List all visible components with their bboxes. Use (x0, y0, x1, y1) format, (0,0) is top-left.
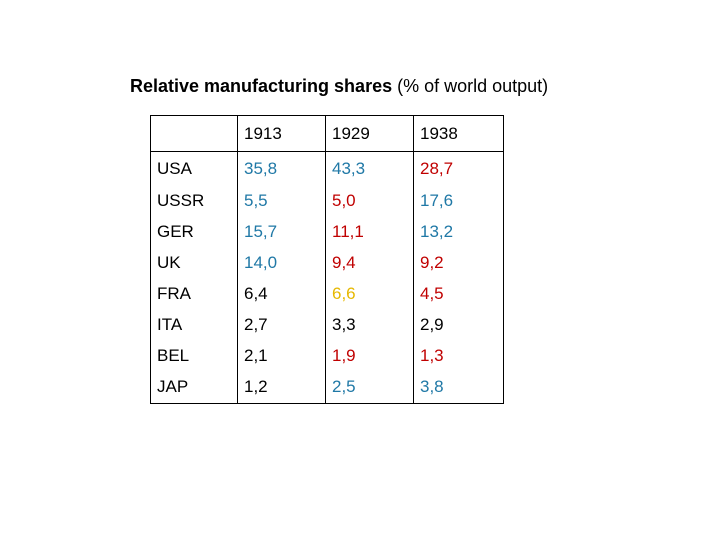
value-cell: 9,4 (325, 247, 414, 278)
value-cell: 15,7 (237, 216, 326, 247)
value-cell: 2,5 (325, 371, 414, 404)
value-cell: 13,2 (413, 216, 504, 247)
header-corner (150, 115, 238, 152)
table-row: BEL 2,1 1,9 1,3 (150, 340, 504, 371)
value-cell: 3,3 (325, 309, 414, 340)
table-row: GER 15,7 11,1 13,2 (150, 216, 504, 247)
country-label: USA (150, 151, 238, 185)
country-label: FRA (150, 278, 238, 309)
country-label: ITA (150, 309, 238, 340)
value-cell: 1,3 (413, 340, 504, 371)
table-row: JAP 1,2 2,5 3,8 (150, 371, 504, 404)
value-cell: 6,4 (237, 278, 326, 309)
value-cell: 1,9 (325, 340, 414, 371)
value-cell: 4,5 (413, 278, 504, 309)
table-row: UK 14,0 9,4 9,2 (150, 247, 504, 278)
value-cell: 2,1 (237, 340, 326, 371)
country-label: GER (150, 216, 238, 247)
value-cell: 43,3 (325, 151, 414, 185)
header-1938: 1938 (413, 115, 504, 152)
header-1929: 1929 (325, 115, 414, 152)
country-label: JAP (150, 371, 238, 404)
value-cell: 5,0 (325, 185, 414, 216)
table-row: USA 35,8 43,3 28,7 (150, 151, 504, 185)
value-cell: 3,8 (413, 371, 504, 404)
country-label: BEL (150, 340, 238, 371)
value-cell: 14,0 (237, 247, 326, 278)
table-row: FRA 6,4 6,6 4,5 (150, 278, 504, 309)
header-1913: 1913 (237, 115, 326, 152)
value-cell: 9,2 (413, 247, 504, 278)
manufacturing-shares-table: 1913 1929 1938 USA 35,8 43,3 28,7 USSR 5,5 5,0… (150, 115, 504, 404)
page-title: Relative manufacturing shares (% of worl… (130, 76, 548, 97)
value-cell: 5,5 (237, 185, 326, 216)
header-row: 1913 1929 1938 (150, 115, 504, 152)
table-row: ITA 2,7 3,3 2,9 (150, 309, 504, 340)
value-cell: 2,7 (237, 309, 326, 340)
table-header: 1913 1929 1938 (150, 115, 504, 152)
title-main: Relative manufacturing shares (130, 76, 393, 96)
table-row: USSR 5,5 5,0 17,6 (150, 185, 504, 216)
value-cell: 11,1 (325, 216, 414, 247)
value-cell: 1,2 (237, 371, 326, 404)
title-units: (% of world output) (397, 76, 549, 96)
country-label: USSR (150, 185, 238, 216)
table-body: USA 35,8 43,3 28,7 USSR 5,5 5,0 17,6 GER 15,7 11,1… (150, 151, 504, 404)
value-cell: 17,6 (413, 185, 504, 216)
value-cell: 35,8 (237, 151, 326, 185)
value-cell: 2,9 (413, 309, 504, 340)
value-cell: 28,7 (413, 151, 504, 185)
value-cell: 6,6 (325, 278, 414, 309)
country-label: UK (150, 247, 238, 278)
